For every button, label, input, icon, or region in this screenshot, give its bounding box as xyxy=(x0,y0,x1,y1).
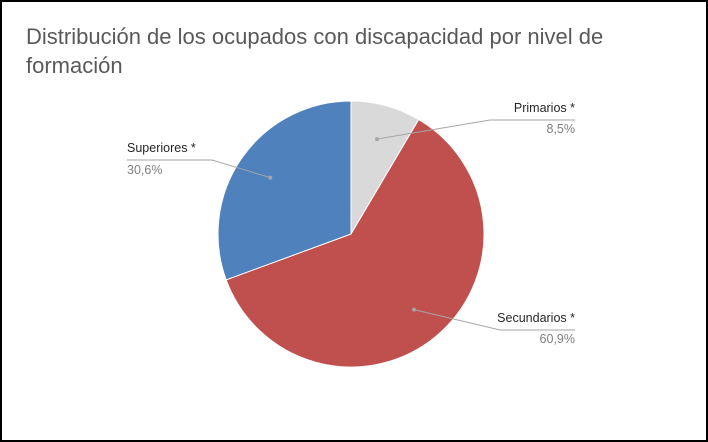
pie-slice-superiores xyxy=(217,100,352,281)
data-label-value-primarios: 8,5% xyxy=(547,122,576,136)
data-label-name-superiores: Superiores * xyxy=(127,141,196,155)
data-labels: Primarios * 8,5% Secundarios * 60,9% Superio… xyxy=(127,101,575,346)
chart-title: Distribución de los ocupados con discapa… xyxy=(26,24,604,78)
leader-line-superiores xyxy=(127,159,271,179)
data-label-value-superiores: 30,6% xyxy=(127,163,162,177)
pie-slice-secundarios xyxy=(225,118,485,368)
pie-slices xyxy=(217,100,485,368)
leader-line-secundarios xyxy=(413,309,575,331)
leader-dot-primarios xyxy=(374,137,379,142)
data-label-name-secundarios: Secundarios * xyxy=(497,311,575,325)
data-label-value-secundarios: 60,9% xyxy=(540,332,575,346)
leader-dot-secundarios xyxy=(411,307,416,312)
leader-lines xyxy=(127,119,575,331)
leader-line-primarios xyxy=(376,119,575,140)
leader-dot-superiores xyxy=(268,175,273,180)
data-label-name-primarios: Primarios * xyxy=(514,101,575,115)
